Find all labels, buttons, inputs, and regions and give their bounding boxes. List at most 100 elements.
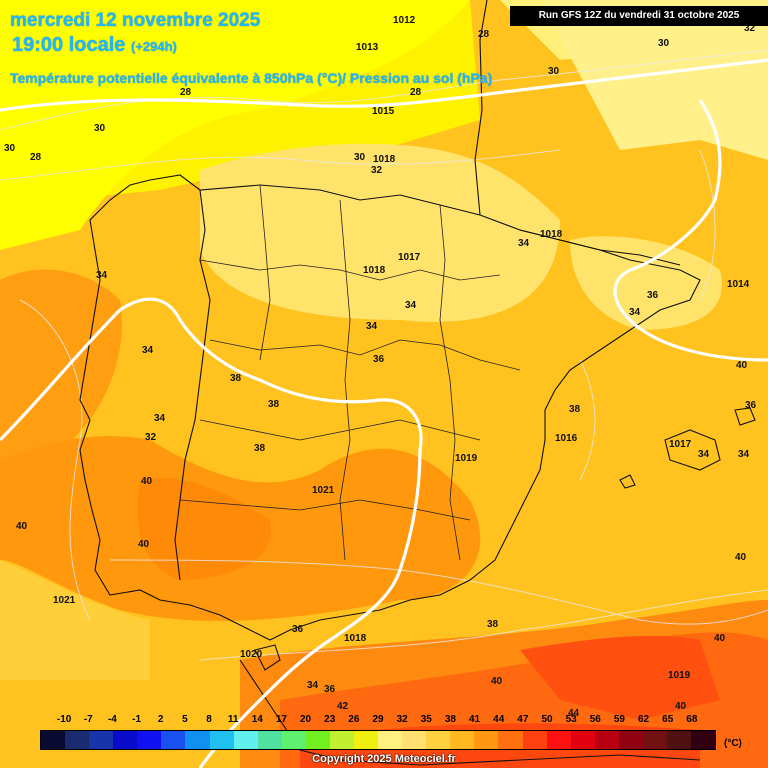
legend-swatch	[450, 731, 475, 749]
temp-label: 40	[491, 676, 503, 687]
pressure-label: 1017	[669, 439, 692, 450]
temp-label: 30	[658, 38, 670, 49]
legend-swatch	[233, 731, 258, 749]
temp-label: 38	[254, 443, 266, 454]
temp-label: 40	[714, 633, 726, 644]
temp-label: 34	[142, 345, 154, 356]
temp-label: 34	[738, 449, 750, 460]
legend-swatch	[41, 731, 66, 749]
legend-swatch	[474, 731, 499, 749]
legend-swatch	[354, 731, 379, 749]
legend-swatch	[329, 731, 355, 749]
temp-label: 40	[735, 552, 747, 563]
legend-swatch	[570, 731, 595, 749]
temp-label: 36	[292, 624, 304, 635]
temp-label: 28	[410, 87, 422, 98]
temp-label: 42	[337, 701, 349, 712]
temp-label: 30	[354, 152, 366, 163]
legend-swatch	[426, 731, 451, 749]
temp-label: 38	[268, 399, 280, 410]
legend-swatch	[618, 731, 643, 749]
legend-tick: 14	[251, 714, 263, 725]
legend-unit: (°C)	[724, 738, 742, 749]
legend-swatch	[498, 731, 523, 749]
temp-label: 44	[568, 708, 580, 719]
legend-swatch	[305, 731, 330, 749]
temp-label: 30	[548, 66, 560, 77]
legend-tick: 2	[157, 714, 164, 725]
temp-label: 36	[324, 684, 336, 695]
temp-label: 40	[138, 539, 150, 550]
pressure-label: 1019	[668, 670, 691, 681]
temp-label: 30	[94, 123, 106, 134]
run-info: Run GFS 12Z du vendredi 31 octobre 2025	[510, 6, 768, 26]
legend-tick: 50	[541, 714, 553, 725]
legend-tick: 65	[662, 714, 674, 725]
pressure-label: 1016	[555, 433, 578, 444]
temp-label: 38	[230, 373, 242, 384]
temp-label: 34	[307, 680, 319, 691]
legend-tick: 32	[396, 714, 408, 725]
temp-label: 34	[154, 413, 166, 424]
legend-tick: 35	[420, 714, 432, 725]
temp-label: 36	[745, 400, 757, 411]
legend-swatch	[522, 731, 547, 749]
pressure-label: 1021	[312, 485, 335, 496]
legend-tick: 8	[206, 714, 212, 725]
legend-swatch	[257, 731, 282, 749]
temp-label: 36	[647, 290, 659, 301]
temp-label: 38	[569, 404, 581, 415]
legend-tick: 53	[565, 714, 577, 725]
pressure-label: 1013	[356, 42, 379, 53]
legend-swatch	[89, 731, 114, 749]
temp-label: 34	[405, 300, 417, 311]
legend-tick: 11	[227, 714, 239, 725]
pressure-label: 1015	[372, 106, 395, 117]
legend-tick: 56	[589, 714, 601, 725]
temp-label: 28	[180, 87, 192, 98]
legend-tick: 68	[686, 714, 698, 725]
pressure-label: 1018	[373, 154, 396, 165]
temp-label: 30	[4, 143, 16, 154]
pressure-label: 1018	[344, 633, 367, 644]
legend-tick: 59	[613, 714, 625, 725]
temp-label: 32	[744, 23, 756, 34]
legend-tick: 23	[324, 714, 336, 725]
forecast-time: 19:00 locale (+294h)	[12, 34, 177, 57]
legend-tick: -4	[107, 714, 117, 725]
temp-label: 38	[487, 619, 499, 630]
legend-swatch	[113, 731, 138, 749]
temp-label: 40	[141, 476, 153, 487]
legend-swatch	[137, 731, 162, 749]
pressure-label: 1021	[53, 595, 76, 606]
legend-swatch	[402, 731, 427, 749]
temp-label: 36	[373, 354, 385, 365]
legend-tick: -10	[56, 714, 72, 725]
pressure-label: 1019	[455, 453, 478, 464]
temp-label: 32	[371, 165, 383, 176]
forecast-date: mercredi 12 novembre 2025	[10, 10, 261, 31]
legend-tick: 26	[348, 714, 360, 725]
temp-label: 28	[478, 29, 490, 40]
color-legend	[40, 730, 716, 750]
pressure-label: 1017	[398, 252, 421, 263]
legend-swatch	[161, 731, 186, 749]
temp-label: 40	[675, 701, 687, 712]
pressure-label: 1018	[363, 265, 386, 276]
legend-tick: 20	[300, 714, 312, 725]
legend-swatch	[65, 731, 90, 749]
legend-tick: -1	[132, 714, 142, 725]
temp-label: 34	[366, 321, 378, 332]
pressure-label: 1012	[393, 15, 416, 26]
legend-tick: 5	[182, 714, 188, 725]
legend-tick: -7	[83, 714, 93, 725]
temp-label: 34	[96, 270, 108, 281]
legend-swatch	[281, 731, 306, 749]
legend-swatch	[546, 731, 571, 749]
legend-tick: 44	[493, 714, 505, 725]
temp-label: 34	[629, 307, 641, 318]
pressure-label: 1020	[240, 649, 263, 660]
legend-tick: 47	[517, 714, 529, 725]
